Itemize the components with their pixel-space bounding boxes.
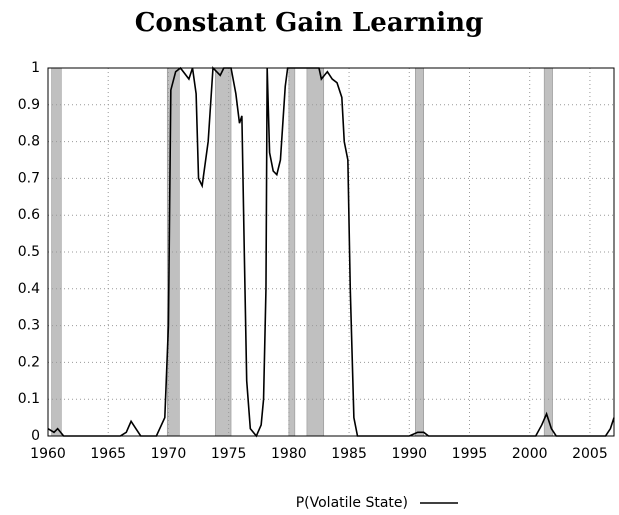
y-tick-label: 0.6 (18, 207, 40, 223)
legend-label: P(Volatile State) (296, 495, 408, 511)
y-tick-label: 0.8 (18, 134, 40, 150)
y-tick-label: 0.5 (18, 244, 40, 260)
y-tick-label: 0.4 (18, 281, 40, 297)
x-tick-label: 1975 (211, 446, 247, 462)
recession-band (306, 67, 325, 437)
x-tick-label: 1965 (90, 446, 126, 462)
x-tick-label: 1980 (271, 446, 307, 462)
x-tick-label: 2000 (512, 446, 548, 462)
plot-frame (47, 67, 615, 437)
x-tick-label: 1985 (331, 446, 367, 462)
x-tick-label: 1995 (452, 446, 488, 462)
data-line (47, 66, 615, 438)
x-tick-label: 1960 (30, 446, 66, 462)
y-tick-label: 0.9 (18, 97, 40, 113)
y-tick-label: 0.1 (18, 391, 40, 407)
y-tick-label: 0.7 (18, 170, 40, 186)
x-tick-label: 1970 (151, 446, 187, 462)
y-tick-label: 0 (31, 428, 40, 444)
y-tick-label: 0.2 (18, 354, 40, 370)
y-tick-label: 0.3 (18, 318, 40, 334)
y-tick-label: 1 (31, 60, 40, 76)
recession-band (288, 67, 296, 437)
x-tick-label: 1990 (391, 446, 427, 462)
x-tick-label: 2005 (572, 446, 608, 462)
chart-title: Constant Gain Learning (135, 8, 484, 38)
